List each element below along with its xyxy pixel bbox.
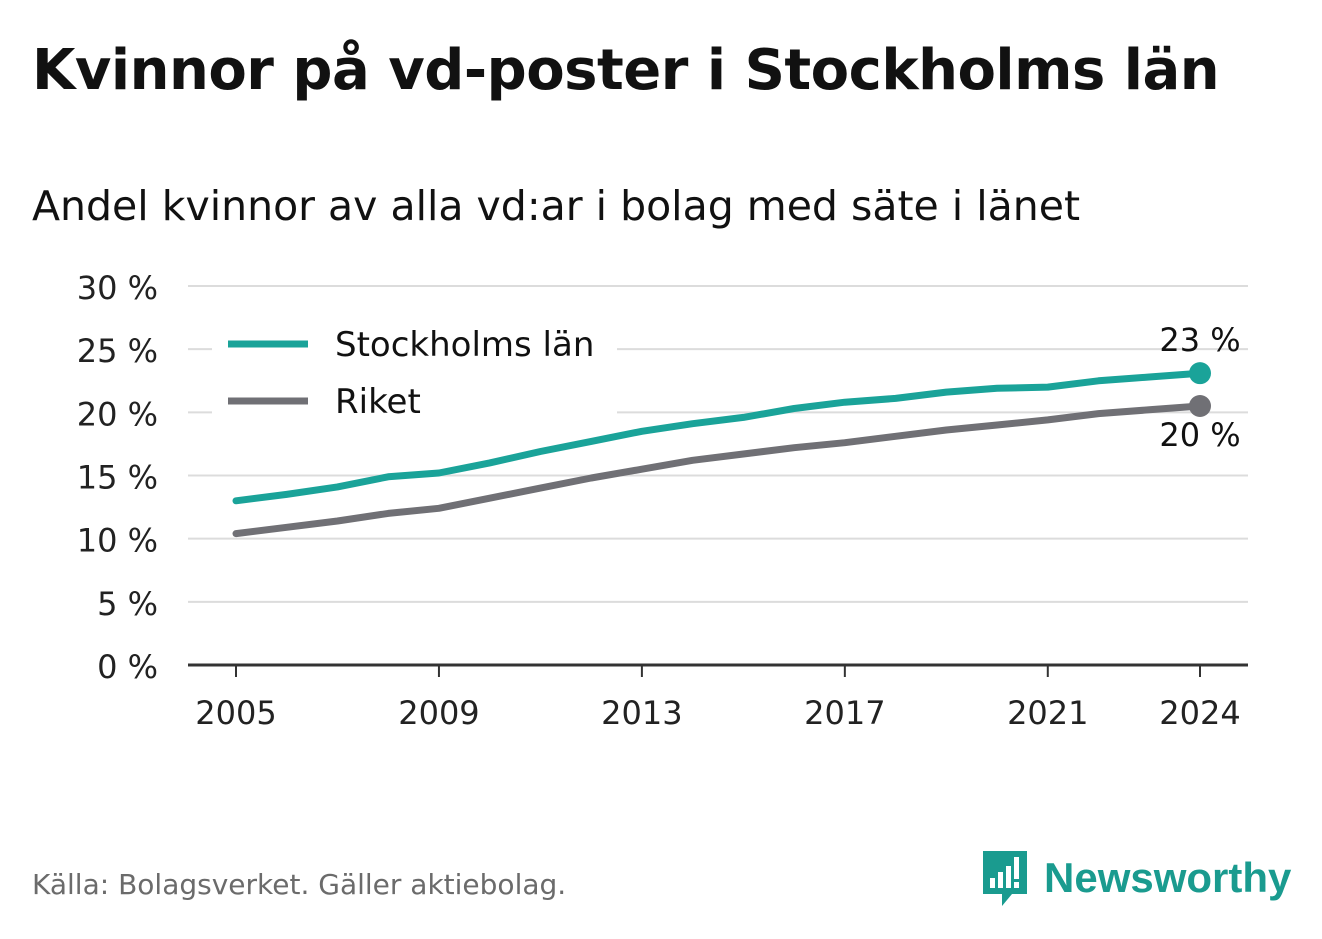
chart-subtitle: Andel kvinnor av alla vd:ar i bolag med …: [32, 182, 1081, 230]
brand-logo[interactable]: Newsworthy: [980, 848, 1291, 908]
series-line-stockholms-lan: [232, 369, 1204, 505]
x-tick-label: 2021: [1007, 694, 1088, 732]
legend-label: Stockholms län: [335, 325, 594, 365]
y-tick-label: 10 %: [77, 522, 158, 560]
end-value-label: 23 %: [1159, 321, 1240, 359]
end-point-marker: [1189, 362, 1211, 385]
brand-name: Newsworthy: [1044, 854, 1292, 901]
y-tick-label: 5 %: [97, 585, 158, 623]
x-tick-label: 2005: [195, 694, 276, 732]
y-tick-label: 0 %: [97, 648, 158, 686]
chart-title: Kvinnor på vd-poster i Stockholms län: [32, 38, 1220, 103]
end-point-marker: [1189, 395, 1211, 418]
bar-chart-logo-icon: [983, 851, 1027, 906]
y-tick-label: 15 %: [77, 459, 158, 497]
x-tick-label: 2017: [804, 694, 885, 732]
y-tick-label: 20 %: [77, 395, 158, 433]
x-tick-label: 2009: [398, 694, 479, 732]
series-line-riket: [232, 402, 1204, 538]
y-tick-label: 30 %: [77, 269, 158, 307]
x-tick-label: 2013: [601, 694, 682, 732]
x-tick-label: 2024: [1159, 694, 1240, 732]
y-tick-label: 25 %: [77, 332, 158, 370]
end-value-label: 20 %: [1159, 416, 1240, 454]
source-note: Källa: Bolagsverket. Gäller aktiebolag.: [32, 868, 567, 901]
legend-label: Riket: [335, 382, 421, 422]
